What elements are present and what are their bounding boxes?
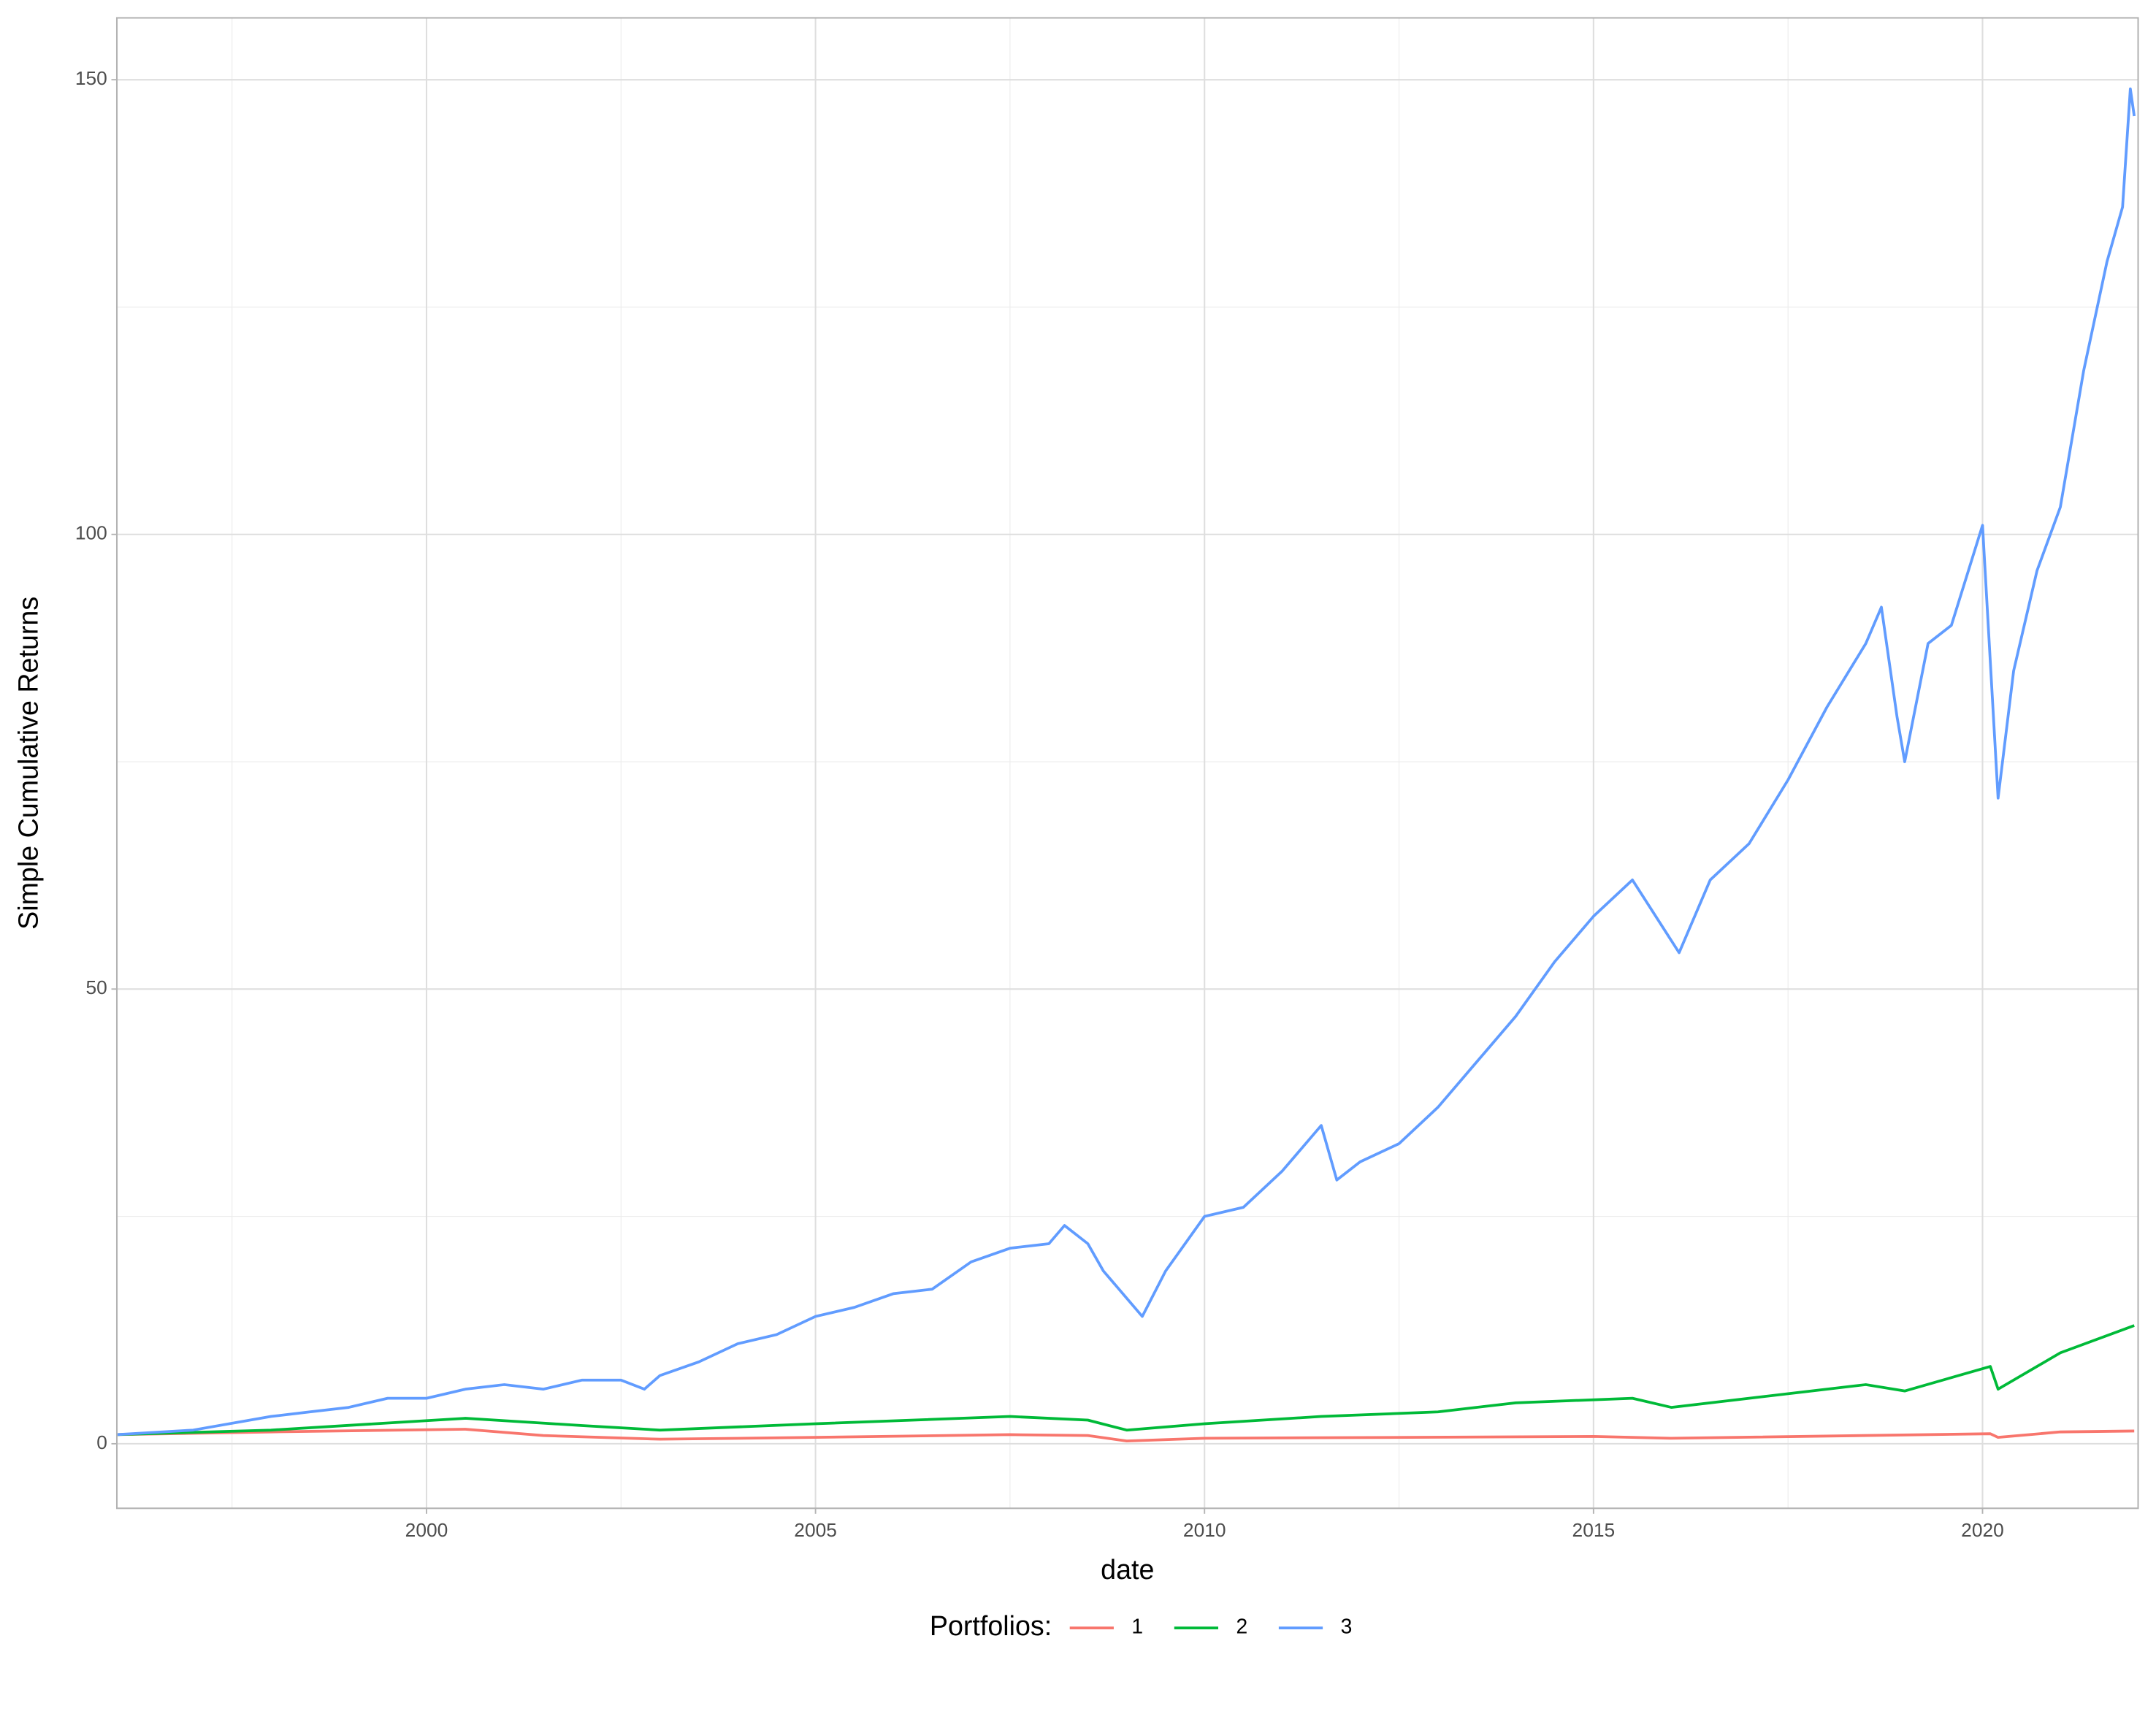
series-line [116, 1428, 2135, 1443]
x-tick-label: 2020 [1961, 1519, 2004, 1541]
y-tick-label: 50 [86, 976, 107, 998]
legend-title: Portfolios: [930, 1610, 1052, 1641]
x-tick-label: 2000 [405, 1519, 448, 1541]
x-tick-label: 2010 [1183, 1519, 1226, 1541]
x-tick-label: 2015 [1572, 1519, 1616, 1541]
series-line [116, 1324, 2135, 1437]
legend-label: 2 [1236, 1615, 1248, 1638]
y-tick-label: 100 [75, 522, 107, 544]
panel-border [115, 17, 2139, 1510]
y-axis-title: Simple Cumulative Returns [12, 597, 43, 930]
x-axis-title: date [1101, 1554, 1154, 1585]
x-tick-label: 2005 [794, 1519, 837, 1541]
legend-label: 3 [1341, 1615, 1353, 1638]
legend-label: 1 [1131, 1615, 1143, 1638]
y-tick-label: 0 [96, 1431, 107, 1453]
series-line [116, 87, 2136, 1437]
y-tick-label: 150 [75, 67, 107, 89]
